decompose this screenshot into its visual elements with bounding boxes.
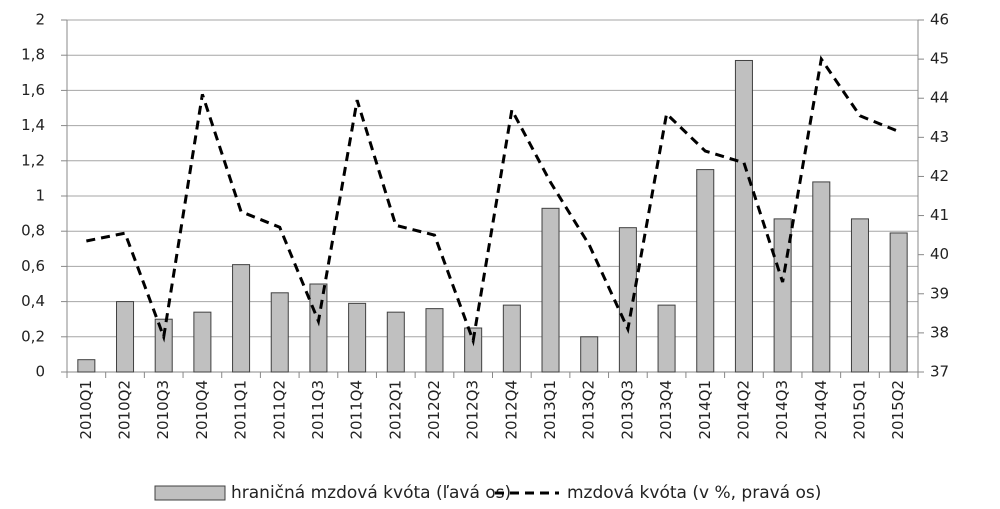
bar bbox=[812, 181, 831, 373]
bar bbox=[464, 327, 483, 373]
y-tick-label: 0 bbox=[35, 363, 45, 381]
x-tick-label: 2010Q2 bbox=[116, 380, 134, 440]
x-tick-label: 2013Q2 bbox=[580, 380, 598, 440]
legend-label: mzdová kvóta (v %, pravá os) bbox=[567, 483, 821, 503]
bar bbox=[309, 283, 328, 373]
x-tick-label: 2012Q1 bbox=[386, 380, 404, 440]
y2-tick-label: 46 bbox=[930, 11, 949, 29]
bar bbox=[386, 311, 405, 373]
bar bbox=[618, 227, 637, 373]
x-tick-label: 2013Q3 bbox=[618, 380, 636, 440]
bar bbox=[580, 336, 599, 373]
bar bbox=[116, 301, 135, 373]
x-tick-label: 2011Q3 bbox=[309, 380, 327, 440]
y-tick-label: 1 bbox=[35, 187, 45, 205]
x-tick-label: 2010Q4 bbox=[193, 380, 211, 440]
legend-label: hraničná mzdová kvóta (ľavá os) bbox=[231, 483, 511, 503]
bar bbox=[270, 292, 289, 373]
y2-tick-label: 43 bbox=[930, 128, 949, 146]
y2-tick-label: 41 bbox=[930, 206, 949, 224]
bar bbox=[696, 169, 715, 373]
x-tick-label: 2014Q2 bbox=[734, 380, 752, 440]
bar bbox=[734, 59, 753, 373]
y2-tick-label: 40 bbox=[930, 245, 949, 263]
x-tick-label: 2010Q3 bbox=[154, 380, 172, 440]
bar bbox=[348, 302, 367, 373]
y2-tick-label: 44 bbox=[930, 89, 949, 107]
y-tick-label: 0,8 bbox=[21, 222, 45, 240]
line bbox=[86, 55, 900, 347]
y2-tick-label: 37 bbox=[930, 363, 949, 381]
x-tick-label: 2011Q4 bbox=[348, 380, 366, 440]
x-tick-label: 2011Q2 bbox=[270, 380, 288, 440]
y2-tick-label: 38 bbox=[930, 323, 949, 341]
bar bbox=[502, 304, 521, 373]
legend-swatch bbox=[154, 485, 226, 501]
x-tick-label: 2012Q2 bbox=[425, 380, 443, 440]
bar bbox=[657, 304, 676, 373]
bar bbox=[154, 318, 173, 373]
x-tick-label: 2013Q4 bbox=[657, 380, 675, 440]
x-tick-label: 2015Q1 bbox=[850, 380, 868, 440]
x-tick-label: 2014Q4 bbox=[812, 380, 830, 440]
x-tick-label: 2012Q4 bbox=[502, 380, 520, 440]
x-tick-label: 2015Q2 bbox=[889, 380, 907, 440]
bar bbox=[232, 264, 251, 373]
x-tick-label: 2012Q3 bbox=[464, 380, 482, 440]
bar bbox=[850, 218, 869, 373]
y2-tick-label: 42 bbox=[930, 167, 949, 185]
y-tick-label: 1,4 bbox=[21, 116, 45, 134]
x-tick-label: 2014Q1 bbox=[696, 380, 714, 440]
x-tick-label: 2013Q1 bbox=[541, 380, 559, 440]
bar bbox=[889, 232, 908, 373]
x-tick-label: 2010Q1 bbox=[77, 380, 95, 440]
y-tick-label: 2 bbox=[35, 11, 45, 29]
y2-tick-label: 39 bbox=[930, 284, 949, 302]
bar bbox=[425, 308, 444, 373]
bar bbox=[541, 207, 560, 373]
y-tick-label: 0,6 bbox=[21, 257, 45, 275]
y-tick-label: 1,6 bbox=[21, 81, 45, 99]
y-tick-label: 0,2 bbox=[21, 327, 45, 345]
y-tick-label: 1,2 bbox=[21, 151, 45, 169]
x-tick-label: 2011Q1 bbox=[232, 380, 250, 440]
y-tick-label: 1,8 bbox=[21, 46, 45, 64]
bar bbox=[77, 359, 96, 373]
x-tick-label: 2014Q3 bbox=[773, 380, 791, 440]
y2-tick-label: 45 bbox=[930, 50, 949, 68]
bar bbox=[193, 311, 212, 373]
y-tick-label: 0,4 bbox=[21, 292, 45, 310]
